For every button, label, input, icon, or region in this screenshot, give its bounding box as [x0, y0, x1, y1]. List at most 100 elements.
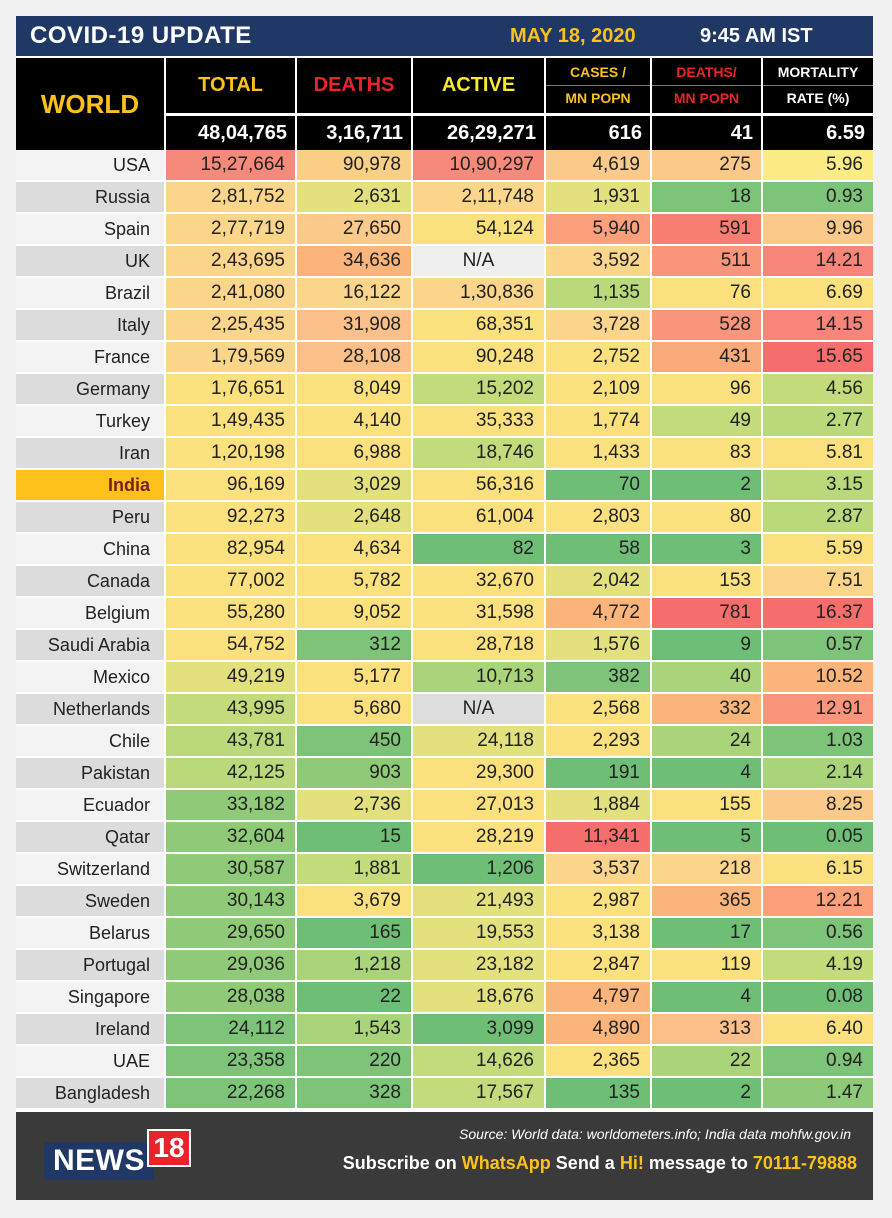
cell-mortality-rate: 1.47 — [763, 1078, 873, 1108]
cell-deaths: 3,029 — [297, 470, 411, 500]
cell-active: 35,333 — [413, 406, 544, 436]
subscribe-text-1: Subscribe on — [342, 1153, 462, 1173]
cell-cases-per-mn: 3,537 — [546, 854, 650, 884]
country-name: Portugal — [16, 950, 164, 980]
country-name: Ireland — [16, 1014, 164, 1044]
table-row: UK 2,43,695 34,636 N/A 3,592 511 14.21 — [16, 246, 873, 276]
country-name: Russia — [16, 182, 164, 212]
cell-cases-per-mn: 2,847 — [546, 950, 650, 980]
table-header: WORLD TOTAL DEATHS ACTIVE CASES / MN POP… — [16, 58, 873, 150]
cell-active: 61,004 — [413, 502, 544, 532]
cell-active: 3,099 — [413, 1014, 544, 1044]
cell-active: 28,219 — [413, 822, 544, 852]
cell-deaths-per-mn: 24 — [652, 726, 761, 756]
cell-deaths-per-mn: 2 — [652, 470, 761, 500]
cell-mortality-rate: 0.05 — [763, 822, 873, 852]
country-name: Bangladesh — [16, 1078, 164, 1108]
cell-mortality-rate: 0.57 — [763, 630, 873, 660]
table-row: Sweden 30,143 3,679 21,493 2,987 365 12.21 — [16, 886, 873, 916]
cell-active: 10,713 — [413, 662, 544, 692]
cell-deaths-per-mn: 5 — [652, 822, 761, 852]
column-deaths-per-mn-line2: MN POPN — [673, 90, 740, 106]
cell-cases-per-mn: 2,293 — [546, 726, 650, 756]
cell-active: 19,553 — [413, 918, 544, 948]
country-name: Canada — [16, 566, 164, 596]
cell-deaths: 34,636 — [297, 246, 411, 276]
column-mortality-rate: MORTALITY RATE (%) — [763, 58, 873, 113]
cell-total: 22,268 — [166, 1078, 295, 1108]
table-row: Qatar 32,604 15 28,219 11,341 5 0.05 — [16, 822, 873, 852]
cell-mortality-rate: 15.65 — [763, 342, 873, 372]
cell-cases-per-mn: 2,803 — [546, 502, 650, 532]
cell-deaths: 220 — [297, 1046, 411, 1076]
news18-logo: NEWS 18 — [44, 1129, 191, 1180]
column-cases-per-mn-line2: MN POPN — [565, 90, 631, 106]
hi-label: Hi! — [619, 1153, 644, 1173]
cell-total: 29,036 — [166, 950, 295, 980]
country-name: Switzerland — [16, 854, 164, 884]
cell-cases-per-mn: 3,728 — [546, 310, 650, 340]
cell-total: 33,182 — [166, 790, 295, 820]
world-active: 26,29,271 — [413, 116, 544, 150]
cell-active: 18,676 — [413, 982, 544, 1012]
table-row: Singapore 28,038 22 18,676 4,797 4 0.08 — [16, 982, 873, 1012]
cell-mortality-rate: 1.03 — [763, 726, 873, 756]
subscribe-text-2: Send a — [550, 1153, 620, 1173]
cell-deaths-per-mn: 591 — [652, 214, 761, 244]
cell-deaths: 5,782 — [297, 566, 411, 596]
cell-deaths: 8,049 — [297, 374, 411, 404]
cell-deaths: 15 — [297, 822, 411, 852]
country-name: Sweden — [16, 886, 164, 916]
cell-deaths-per-mn: 332 — [652, 694, 761, 724]
cell-active: 17,567 — [413, 1078, 544, 1108]
cell-mortality-rate: 5.81 — [763, 438, 873, 468]
cell-mortality-rate: 4.56 — [763, 374, 873, 404]
cell-deaths: 328 — [297, 1078, 411, 1108]
cell-deaths-per-mn: 153 — [652, 566, 761, 596]
cell-active: 29,300 — [413, 758, 544, 788]
cell-active: 31,598 — [413, 598, 544, 628]
cell-deaths: 1,543 — [297, 1014, 411, 1044]
cell-cases-per-mn: 4,797 — [546, 982, 650, 1012]
cell-deaths: 1,881 — [297, 854, 411, 884]
world-total: 48,04,765 — [166, 116, 295, 150]
table-row: Russia 2,81,752 2,631 2,11,748 1,931 18 0.93 — [16, 182, 873, 212]
cell-cases-per-mn: 70 — [546, 470, 650, 500]
country-name: Qatar — [16, 822, 164, 852]
cell-active: 1,30,836 — [413, 278, 544, 308]
table-row: Mexico 49,219 5,177 10,713 382 40 10.52 — [16, 662, 873, 692]
cell-deaths-per-mn: 218 — [652, 854, 761, 884]
subscribe-text-3: message to — [643, 1153, 753, 1173]
cell-mortality-rate: 6.40 — [763, 1014, 873, 1044]
table-row: Italy 2,25,435 31,908 68,351 3,728 528 14.15 — [16, 310, 873, 340]
cell-deaths-per-mn: 2 — [652, 1078, 761, 1108]
cell-deaths: 2,631 — [297, 182, 411, 212]
cell-mortality-rate: 0.08 — [763, 982, 873, 1012]
cell-active: 1,206 — [413, 854, 544, 884]
table-row: Spain 2,77,719 27,650 54,124 5,940 591 9.96 — [16, 214, 873, 244]
cell-mortality-rate: 2.14 — [763, 758, 873, 788]
cell-total: 1,49,435 — [166, 406, 295, 436]
cell-total: 55,280 — [166, 598, 295, 628]
cell-total: 15,27,664 — [166, 150, 295, 180]
cell-total: 30,143 — [166, 886, 295, 916]
cell-deaths-per-mn: 18 — [652, 182, 761, 212]
country-name: Belarus — [16, 918, 164, 948]
table-row: USA 15,27,664 90,978 10,90,297 4,619 275 5.96 — [16, 150, 873, 180]
cell-deaths: 22 — [297, 982, 411, 1012]
cell-deaths: 5,680 — [297, 694, 411, 724]
cell-cases-per-mn: 1,774 — [546, 406, 650, 436]
cell-cases-per-mn: 2,568 — [546, 694, 650, 724]
column-mortality-rate-line2: RATE (%) — [786, 90, 850, 106]
column-deaths: DEATHS — [297, 58, 411, 113]
country-name: Saudi Arabia — [16, 630, 164, 660]
title-bar: COVID-19 UPDATE MAY 18, 2020 9:45 AM IST — [16, 16, 873, 56]
table-row: Peru 92,273 2,648 61,004 2,803 80 2.87 — [16, 502, 873, 532]
cell-total: 49,219 — [166, 662, 295, 692]
cell-mortality-rate: 4.19 — [763, 950, 873, 980]
country-name: France — [16, 342, 164, 372]
cell-total: 77,002 — [166, 566, 295, 596]
cell-mortality-rate: 5.59 — [763, 534, 873, 564]
cell-cases-per-mn: 1,931 — [546, 182, 650, 212]
cell-deaths: 9,052 — [297, 598, 411, 628]
